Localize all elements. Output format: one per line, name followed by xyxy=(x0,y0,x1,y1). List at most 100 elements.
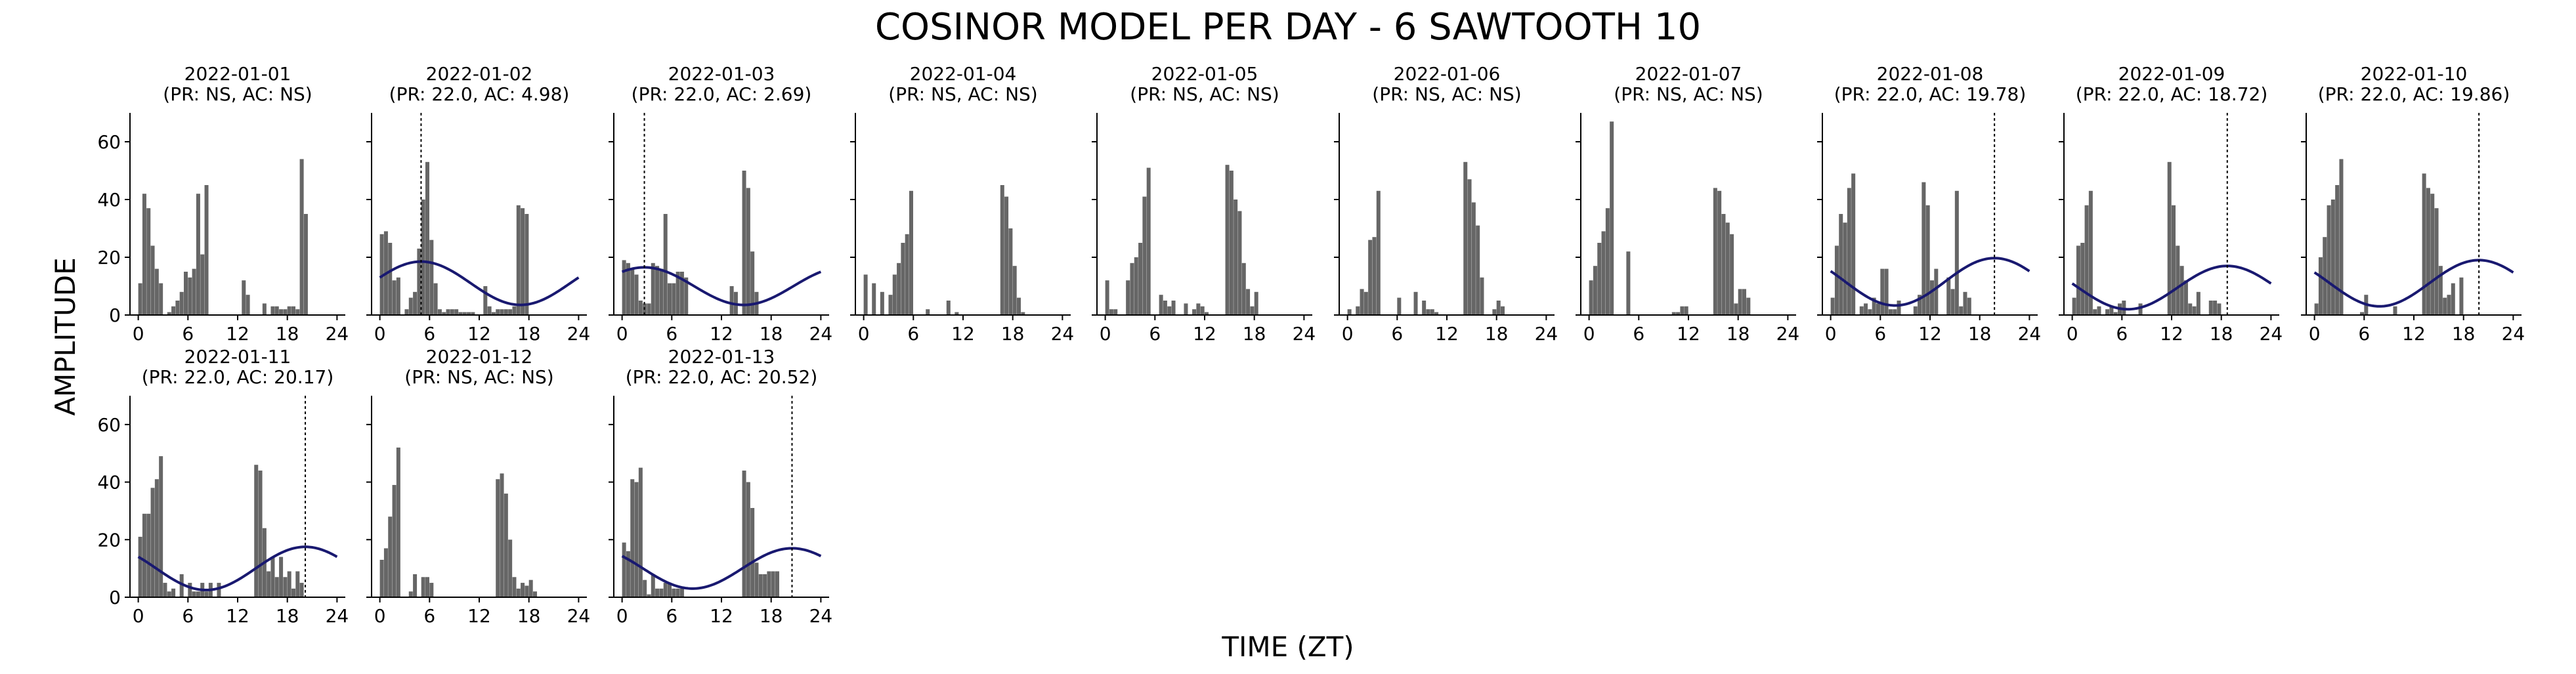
x-tick-label: 24 xyxy=(1051,323,1075,345)
x-tick-label: 12 xyxy=(1677,323,1700,345)
bar xyxy=(622,542,626,597)
panel-2022-01-04: 2022-01-04(PR: NS, AC: NS) 0 6 12 18 24 xyxy=(850,63,1074,345)
bar xyxy=(2105,309,2110,315)
bar xyxy=(1363,291,1368,315)
bar xyxy=(2459,277,2464,315)
bar xyxy=(1004,196,1009,315)
bar xyxy=(295,309,300,315)
bar xyxy=(171,306,176,315)
bar xyxy=(1105,280,1109,315)
x-tick-label: 18 xyxy=(1243,323,1266,345)
bar xyxy=(258,471,263,597)
bar xyxy=(167,591,171,597)
bar xyxy=(892,274,897,315)
bar xyxy=(742,171,746,315)
bar xyxy=(2183,280,2188,315)
bar xyxy=(1205,312,1209,315)
x-tick-label: 12 xyxy=(226,605,249,627)
panel-stats: (PR: 22.0, AC: 19.86) xyxy=(2318,83,2510,105)
bar xyxy=(1109,309,1113,315)
x-tick-label: 18 xyxy=(517,323,541,345)
bar xyxy=(1229,171,1234,315)
x-tick-label: 24 xyxy=(567,323,591,345)
bar xyxy=(454,309,459,315)
panel-stats: (PR: NS, AC: NS) xyxy=(1614,83,1763,105)
bar xyxy=(1130,263,1134,315)
bar xyxy=(2138,303,2143,315)
panel-2022-01-06: 2022-01-06(PR: NS, AC: NS) 0 6 12 18 24 xyxy=(1334,63,1558,345)
y-tick-label: 20 xyxy=(97,529,121,551)
bar xyxy=(651,574,655,597)
x-tick-label: 6 xyxy=(1633,323,1644,345)
bar xyxy=(171,588,176,597)
bar xyxy=(1501,306,1505,315)
bar xyxy=(647,303,651,315)
bar xyxy=(1356,306,1360,315)
bar xyxy=(668,583,672,597)
bar xyxy=(1605,208,1610,315)
panel-date: 2022-01-11 xyxy=(184,346,291,368)
bar xyxy=(491,312,496,315)
bar xyxy=(471,312,475,315)
bar xyxy=(1593,266,1597,315)
bar xyxy=(392,280,397,315)
bar xyxy=(246,295,250,315)
bar xyxy=(729,286,734,315)
bar xyxy=(429,240,434,315)
bar xyxy=(1868,309,1872,315)
panel-stats: (PR: 22.0, AC: 18.72) xyxy=(2076,83,2268,105)
x-tick-label: 6 xyxy=(182,605,194,627)
bar xyxy=(1851,173,1856,315)
bar xyxy=(413,291,418,315)
bar xyxy=(1730,234,1734,315)
x-tick-label: 24 xyxy=(809,605,833,627)
bar xyxy=(1413,291,1418,315)
bar xyxy=(626,263,630,315)
bar xyxy=(270,306,275,315)
bar xyxy=(771,571,775,597)
panel-date: 2022-01-10 xyxy=(2361,63,2468,85)
bar xyxy=(2172,205,2176,315)
bar xyxy=(1471,202,1476,315)
bar xyxy=(1959,306,1964,315)
cosinor-fit-curve xyxy=(621,266,822,306)
bar xyxy=(291,306,296,315)
x-tick-label: 6 xyxy=(2358,323,2370,345)
bar xyxy=(676,588,680,597)
bar xyxy=(1376,190,1381,315)
x-tick-label: 0 xyxy=(2067,323,2078,345)
bar xyxy=(663,583,668,597)
bar xyxy=(388,516,393,597)
bar xyxy=(663,214,668,315)
bar xyxy=(880,291,884,315)
bar xyxy=(750,251,755,315)
panel-date: 2022-01-05 xyxy=(1151,63,1258,85)
bar xyxy=(154,268,159,315)
bar xyxy=(1913,306,1918,315)
bar xyxy=(897,263,901,315)
bar xyxy=(279,557,284,597)
bar xyxy=(2330,200,2335,315)
x-tick-label: 18 xyxy=(1727,323,1750,345)
x-tick-label: 0 xyxy=(2309,323,2321,345)
x-tick-label: 6 xyxy=(182,323,194,345)
bar xyxy=(150,488,155,597)
bar xyxy=(1717,190,1722,315)
x-tick-label: 24 xyxy=(326,605,349,627)
x-tick-label: 6 xyxy=(1874,323,1886,345)
bar xyxy=(659,588,664,597)
bar xyxy=(425,577,430,597)
y-tick-label: 60 xyxy=(97,131,121,153)
x-tick-label: 6 xyxy=(666,323,677,345)
bar xyxy=(758,574,763,597)
x-tick-label: 18 xyxy=(760,605,783,627)
x-tick-label: 6 xyxy=(1391,323,1403,345)
bar xyxy=(429,583,434,597)
bar xyxy=(138,536,142,597)
bar xyxy=(672,283,676,315)
bar xyxy=(659,268,664,315)
panel-stats: (PR: NS, AC: NS) xyxy=(1372,83,1521,105)
panel-date: 2022-01-06 xyxy=(1394,63,1501,85)
bar xyxy=(516,205,521,315)
bar xyxy=(622,260,626,315)
